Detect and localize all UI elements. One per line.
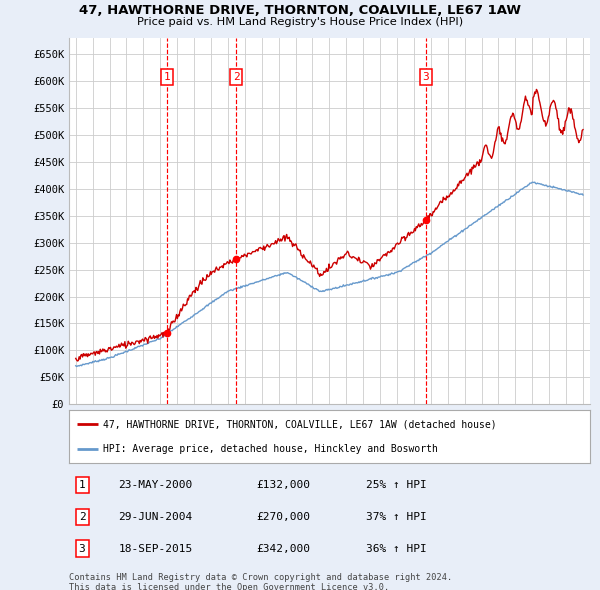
Text: 3: 3 xyxy=(79,543,85,553)
Text: 47, HAWTHORNE DRIVE, THORNTON, COALVILLE, LE67 1AW: 47, HAWTHORNE DRIVE, THORNTON, COALVILLE… xyxy=(79,4,521,17)
Text: £342,000: £342,000 xyxy=(256,543,310,553)
Text: 36% ↑ HPI: 36% ↑ HPI xyxy=(366,543,427,553)
Text: Price paid vs. HM Land Registry's House Price Index (HPI): Price paid vs. HM Land Registry's House … xyxy=(137,17,463,27)
Text: 2: 2 xyxy=(79,512,85,522)
Text: 25% ↑ HPI: 25% ↑ HPI xyxy=(366,480,427,490)
Text: £270,000: £270,000 xyxy=(256,512,310,522)
Text: 18-SEP-2015: 18-SEP-2015 xyxy=(118,543,193,553)
Text: 23-MAY-2000: 23-MAY-2000 xyxy=(118,480,193,490)
Text: 3: 3 xyxy=(422,72,430,82)
Text: 1: 1 xyxy=(79,480,85,490)
Text: Contains HM Land Registry data © Crown copyright and database right 2024.: Contains HM Land Registry data © Crown c… xyxy=(69,573,452,582)
Text: 2: 2 xyxy=(233,72,239,82)
Text: £132,000: £132,000 xyxy=(256,480,310,490)
Text: 1: 1 xyxy=(163,72,170,82)
Text: 47, HAWTHORNE DRIVE, THORNTON, COALVILLE, LE67 1AW (detached house): 47, HAWTHORNE DRIVE, THORNTON, COALVILLE… xyxy=(103,419,496,430)
Text: This data is licensed under the Open Government Licence v3.0.: This data is licensed under the Open Gov… xyxy=(69,583,389,590)
Text: 29-JUN-2004: 29-JUN-2004 xyxy=(118,512,193,522)
Text: HPI: Average price, detached house, Hinckley and Bosworth: HPI: Average price, detached house, Hinc… xyxy=(103,444,438,454)
Text: 37% ↑ HPI: 37% ↑ HPI xyxy=(366,512,427,522)
